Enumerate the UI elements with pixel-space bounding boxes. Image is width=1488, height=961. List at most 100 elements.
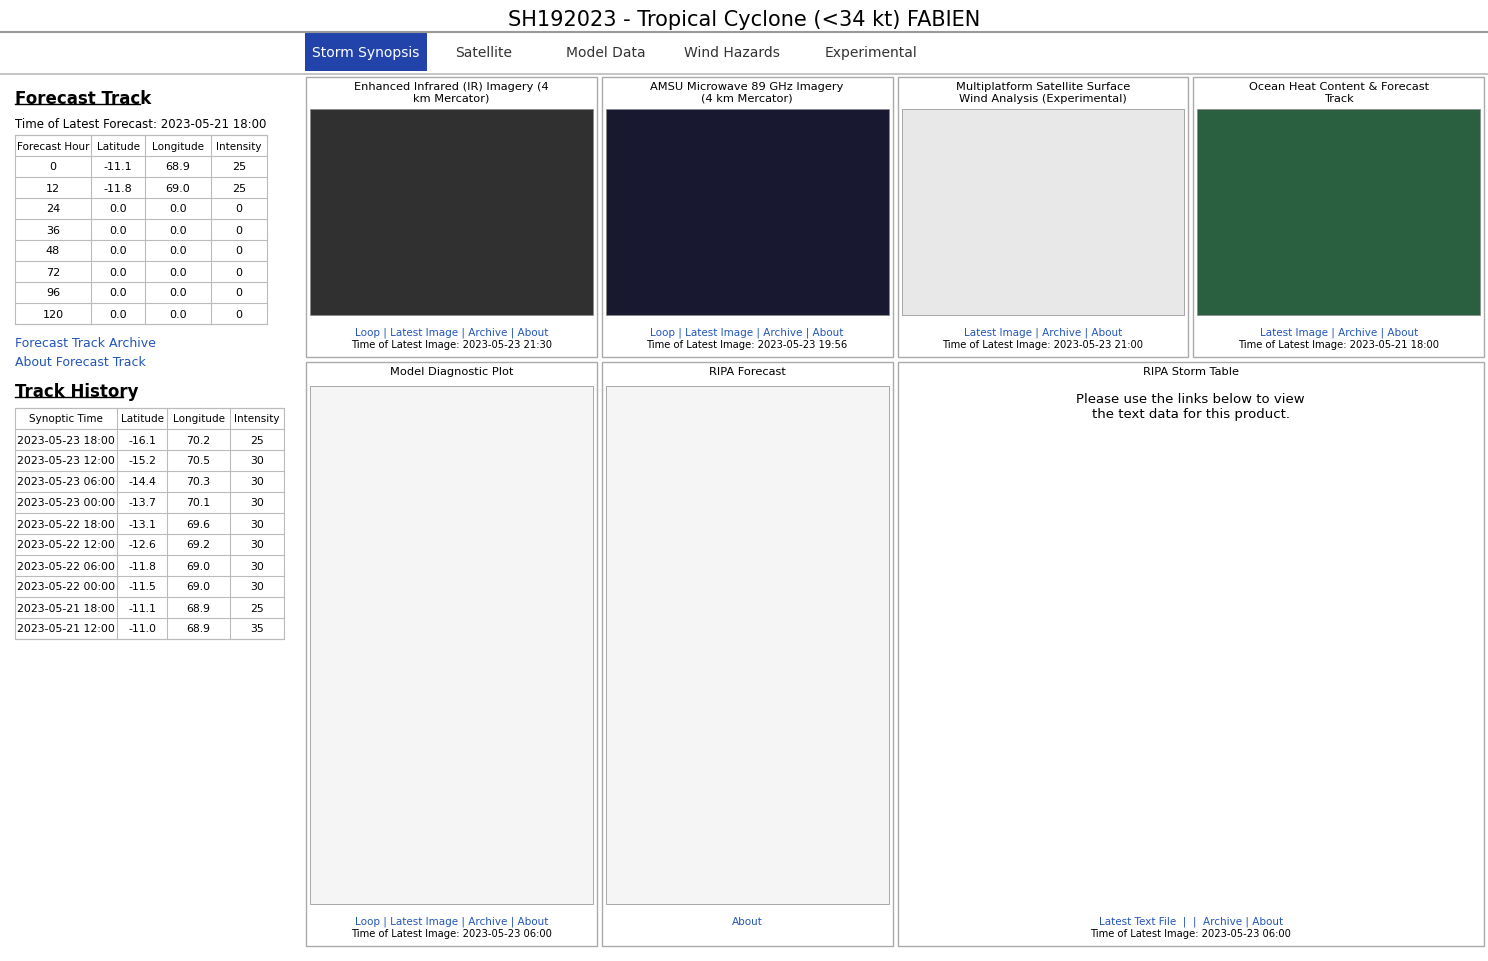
Text: 2023-05-23 00:00: 2023-05-23 00:00 (16, 498, 115, 508)
Text: 0.0: 0.0 (170, 288, 187, 298)
Text: 70.3: 70.3 (186, 477, 211, 487)
Text: 0.0: 0.0 (109, 288, 126, 298)
Text: Forecast Hour: Forecast Hour (16, 141, 89, 151)
Text: 25: 25 (250, 435, 263, 445)
Text: -16.1: -16.1 (128, 435, 156, 445)
Text: 30: 30 (250, 519, 263, 529)
Text: 25: 25 (250, 603, 263, 613)
Text: 0.0: 0.0 (109, 225, 126, 235)
Text: 30: 30 (250, 561, 263, 571)
Text: SH192023 - Tropical Cyclone (<34 kt) FABIEN: SH192023 - Tropical Cyclone (<34 kt) FAB… (507, 10, 981, 30)
Text: Intensity: Intensity (216, 141, 262, 151)
Text: 69.0: 69.0 (165, 184, 190, 193)
Bar (601, 362, 893, 946)
Text: Latitude: Latitude (121, 414, 164, 424)
Text: 0.0: 0.0 (109, 267, 126, 277)
Bar (897, 362, 1484, 946)
Text: 0.0: 0.0 (109, 205, 126, 214)
Text: 0: 0 (49, 162, 57, 172)
Text: 25: 25 (232, 162, 246, 172)
Text: 30: 30 (250, 498, 263, 508)
Text: 70.5: 70.5 (186, 456, 211, 466)
Text: Time of Latest Image: 2023-05-23 19:56: Time of Latest Image: 2023-05-23 19:56 (646, 339, 848, 350)
Bar (1198, 110, 1481, 315)
Text: Loop | Latest Image | Archive | About: Loop | Latest Image | Archive | About (354, 916, 548, 926)
Text: Latest Image | Archive | About: Latest Image | Archive | About (964, 328, 1122, 338)
Text: Model Data: Model Data (567, 46, 646, 60)
Text: 0: 0 (235, 246, 243, 257)
Text: 68.9: 68.9 (186, 603, 210, 613)
Text: Loop | Latest Image | Archive | About: Loop | Latest Image | Archive | About (354, 328, 548, 338)
Text: Latitude: Latitude (97, 141, 140, 151)
Text: -11.8: -11.8 (104, 184, 132, 193)
Text: Time of Latest Image: 2023-05-23 06:00: Time of Latest Image: 2023-05-23 06:00 (1091, 928, 1292, 938)
Text: 2023-05-21 18:00: 2023-05-21 18:00 (16, 603, 115, 613)
Text: -11.1: -11.1 (128, 603, 156, 613)
Bar (601, 78, 893, 357)
Text: Synoptic Time: Synoptic Time (30, 414, 103, 424)
Text: Longitude: Longitude (173, 414, 225, 424)
Text: Time of Latest Image: 2023-05-23 21:30: Time of Latest Image: 2023-05-23 21:30 (351, 339, 552, 350)
Text: 36: 36 (46, 225, 60, 235)
Bar (310, 386, 592, 904)
Text: 2023-05-23 12:00: 2023-05-23 12:00 (16, 456, 115, 466)
Text: Track History: Track History (15, 382, 138, 401)
Text: About Forecast Track: About Forecast Track (15, 356, 146, 369)
Text: 2023-05-22 12:00: 2023-05-22 12:00 (16, 540, 115, 550)
Bar (307, 362, 597, 946)
Text: -11.0: -11.0 (128, 624, 156, 634)
Text: 0.0: 0.0 (170, 246, 187, 257)
Text: 24: 24 (46, 205, 60, 214)
Bar (897, 78, 1189, 357)
Text: Wind Hazards: Wind Hazards (684, 46, 780, 60)
Text: 0: 0 (235, 267, 243, 277)
Text: 0.0: 0.0 (170, 267, 187, 277)
Bar (902, 110, 1184, 315)
Text: 96: 96 (46, 288, 60, 298)
Text: 0.0: 0.0 (170, 225, 187, 235)
Text: 0: 0 (235, 309, 243, 319)
Text: 120: 120 (43, 309, 64, 319)
Text: Time of Latest Image: 2023-05-21 18:00: Time of Latest Image: 2023-05-21 18:00 (1238, 339, 1439, 350)
Text: 25: 25 (232, 184, 246, 193)
Text: 0.0: 0.0 (109, 309, 126, 319)
Text: Latest Image | Archive | About: Latest Image | Archive | About (1259, 328, 1418, 338)
Text: -12.6: -12.6 (128, 540, 156, 550)
Text: 68.9: 68.9 (165, 162, 190, 172)
Text: Time of Latest Image: 2023-05-23 21:00: Time of Latest Image: 2023-05-23 21:00 (942, 339, 1143, 350)
Text: -13.1: -13.1 (128, 519, 156, 529)
Text: -13.7: -13.7 (128, 498, 156, 508)
Text: 70.2: 70.2 (186, 435, 211, 445)
Bar (15, 408, 284, 639)
Bar (310, 110, 592, 315)
Text: 2023-05-23 18:00: 2023-05-23 18:00 (16, 435, 115, 445)
Text: 0: 0 (235, 288, 243, 298)
Bar (305, 34, 427, 72)
Bar (606, 386, 888, 904)
Text: 69.6: 69.6 (186, 519, 210, 529)
Text: 30: 30 (250, 477, 263, 487)
Text: -11.5: -11.5 (128, 582, 156, 592)
Text: 70.1: 70.1 (186, 498, 211, 508)
Text: -14.4: -14.4 (128, 477, 156, 487)
Text: Forecast Track Archive: Forecast Track Archive (15, 336, 156, 350)
Text: 0.0: 0.0 (170, 309, 187, 319)
Text: Please use the links below to view
the text data for this product.: Please use the links below to view the t… (1076, 393, 1305, 421)
Text: 0: 0 (235, 205, 243, 214)
Text: 69.0: 69.0 (186, 561, 211, 571)
Bar (15, 136, 266, 325)
Text: 68.9: 68.9 (186, 624, 210, 634)
Text: 0.0: 0.0 (170, 205, 187, 214)
Text: 30: 30 (250, 540, 263, 550)
Text: Experimental: Experimental (824, 46, 918, 60)
Text: 0.0: 0.0 (109, 246, 126, 257)
Text: 48: 48 (46, 246, 60, 257)
Text: -15.2: -15.2 (128, 456, 156, 466)
Text: 2023-05-22 06:00: 2023-05-22 06:00 (16, 561, 115, 571)
Text: Forecast Track: Forecast Track (15, 90, 152, 108)
Text: -11.1: -11.1 (104, 162, 132, 172)
Text: Storm Synopsis: Storm Synopsis (312, 46, 420, 60)
Text: 30: 30 (250, 582, 263, 592)
Bar (307, 78, 597, 357)
Text: 2023-05-21 12:00: 2023-05-21 12:00 (16, 624, 115, 634)
